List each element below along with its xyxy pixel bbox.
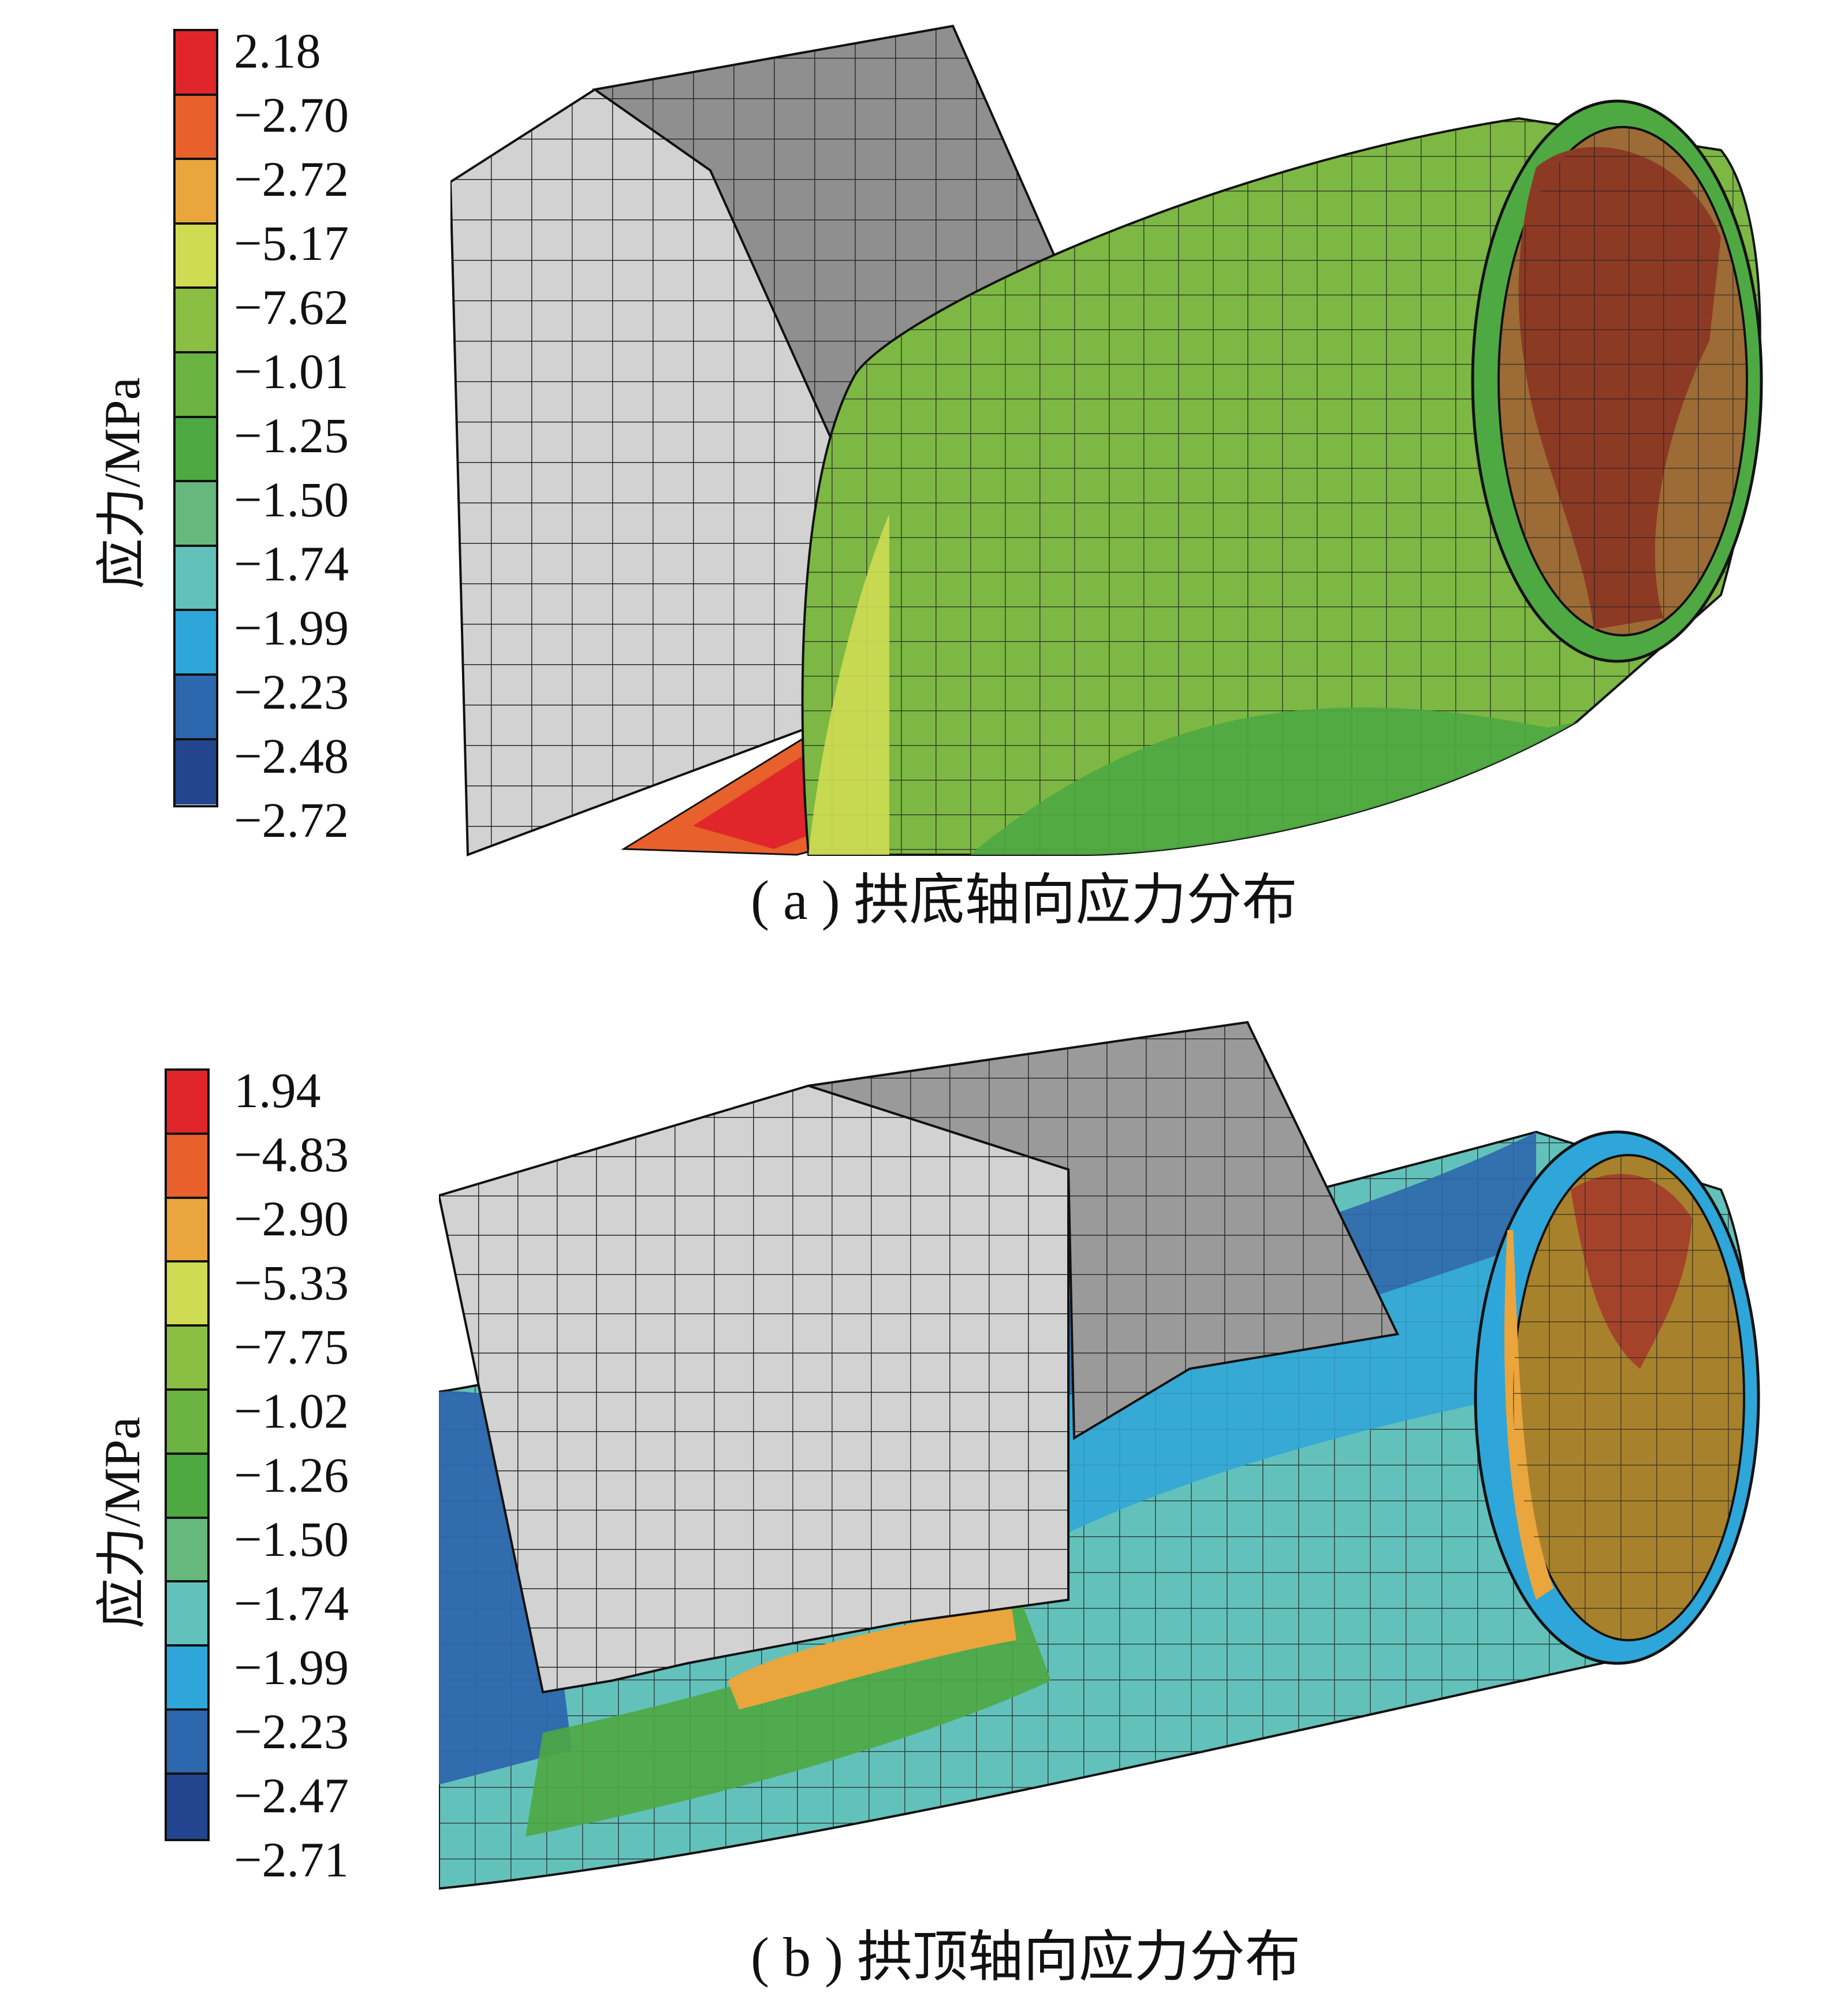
legend-value: −4.83 [234, 1127, 349, 1182]
legend-swatch [176, 675, 216, 740]
legend-value: −2.72 [234, 792, 349, 848]
legend-value: −1.74 [234, 536, 349, 591]
legend-value: −1.50 [234, 1511, 349, 1567]
legend-swatch [167, 1710, 207, 1775]
legend-value: −2.48 [234, 728, 349, 784]
legend-swatch [167, 1071, 207, 1135]
legend-value: −2.72 [234, 151, 349, 207]
legend-value: 1.94 [234, 1063, 321, 1118]
legend-value: −1.50 [234, 472, 349, 527]
legend-value: −1.99 [234, 600, 349, 656]
legend-swatch [167, 1518, 207, 1583]
legend-value: −1.25 [234, 408, 349, 463]
legend-value: −2.71 [234, 1832, 349, 1887]
legend-value: −2.47 [234, 1768, 349, 1823]
legend-swatch [176, 289, 216, 353]
legend-title: 应力/MPa [95, 377, 151, 589]
legend-swatch [176, 418, 216, 483]
legend-value: 2.18 [234, 23, 321, 79]
legend-swatch [167, 1390, 207, 1455]
legend-value: −1.99 [234, 1640, 349, 1695]
legend-swatch [176, 740, 216, 805]
legend-swatch [167, 1134, 207, 1199]
legend-value: −1.02 [234, 1383, 349, 1439]
legend-value: −1.01 [234, 344, 349, 399]
legend-swatch [176, 353, 216, 418]
legend-swatch [176, 224, 216, 289]
fem-model-b [439, 1021, 1760, 1890]
legend-value: −7.75 [234, 1319, 349, 1375]
legend-swatch [167, 1647, 207, 1711]
legend-swatch [167, 1582, 207, 1647]
legend-swatch [176, 546, 216, 612]
panel-b: 1.94 −4.83 −2.90 −5.33 −7.75 −1.02 −1.26… [0, 999, 1848, 2000]
legend-value: −1.26 [234, 1447, 349, 1503]
caption-b: ( b ) 拱顶轴向应力分布 [751, 1926, 1301, 1988]
legend-swatch [167, 1262, 207, 1327]
color-legend-bar [165, 1068, 210, 1841]
panel-a: 2.18 −2.70 −2.72 −5.17 −7.62 −1.01 −1.25… [0, 0, 1848, 993]
legend-swatch [167, 1198, 207, 1263]
caption-a: ( a ) 拱底轴向应力分布 [751, 869, 1298, 931]
color-legend-bar [173, 29, 218, 807]
legend-value: −7.62 [234, 280, 349, 335]
legend-value: −5.17 [234, 215, 349, 271]
legend-value: −5.33 [234, 1255, 349, 1310]
legend-value: −2.90 [234, 1191, 349, 1246]
legend-swatch [167, 1454, 207, 1519]
fem-model-a [450, 24, 1763, 856]
legend-value: −2.23 [234, 664, 349, 720]
legend-value: −2.23 [234, 1704, 349, 1759]
legend-swatch [167, 1327, 207, 1391]
legend-value: −2.70 [234, 87, 349, 143]
legend-swatch [176, 482, 216, 547]
legend-swatch [176, 31, 216, 96]
legend-value: −1.74 [234, 1576, 349, 1631]
legend-title: 应力/MPa [95, 1417, 151, 1629]
legend-swatch [176, 611, 216, 676]
legend-swatch [176, 95, 216, 161]
legend-swatch [167, 1774, 207, 1839]
legend-swatch [176, 160, 216, 225]
